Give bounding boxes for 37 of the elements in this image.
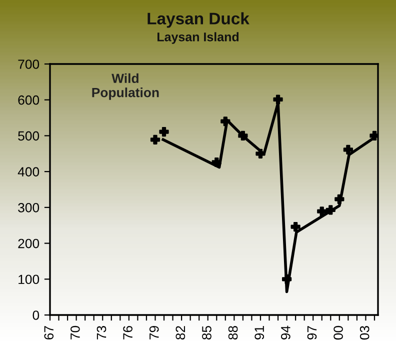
point — [150, 134, 160, 144]
chart-title: Laysan Duck — [148, 12, 250, 28]
point — [343, 144, 353, 154]
y-tick-label: 0 — [32, 310, 40, 320]
x-tick-label: 85 — [202, 326, 212, 340]
x-tick-label: 70 — [70, 326, 80, 340]
y-tick-label: 700 — [18, 60, 40, 69]
x-tick-label: 82 — [176, 326, 186, 340]
y-tick-label: 200 — [18, 238, 40, 248]
x-tick-label: 73 — [96, 326, 106, 340]
x-tick-label: 91 — [254, 326, 264, 340]
y-tick-label: 400 — [18, 167, 40, 176]
point — [212, 157, 222, 168]
annotation: Wild Population — [92, 73, 159, 100]
x-tick-label: 67 — [44, 326, 54, 340]
point — [238, 130, 248, 141]
y-tick-label: 600 — [18, 95, 40, 105]
y-tick-label: 500 — [18, 131, 40, 141]
x-tick-label: 88 — [228, 326, 238, 340]
point — [370, 130, 378, 141]
x-tick-label: 79 — [149, 326, 159, 340]
x-tick-label: 00 — [334, 326, 343, 340]
x-tick-label: 76 — [123, 326, 132, 340]
x-tick-label: 03 — [360, 326, 370, 340]
point — [159, 126, 169, 137]
point — [290, 222, 300, 232]
chart-subtitle: Laysan Island — [158, 32, 239, 44]
point — [273, 94, 283, 104]
y-tick-label: 100 — [18, 274, 40, 284]
point — [326, 205, 336, 215]
point — [317, 206, 327, 216]
point — [334, 194, 344, 204]
x-tick-label: 94 — [280, 326, 290, 340]
point — [256, 148, 266, 158]
point — [220, 116, 230, 126]
x-tick-label: 97 — [307, 326, 317, 340]
y-tick-label: 300 — [18, 202, 40, 212]
